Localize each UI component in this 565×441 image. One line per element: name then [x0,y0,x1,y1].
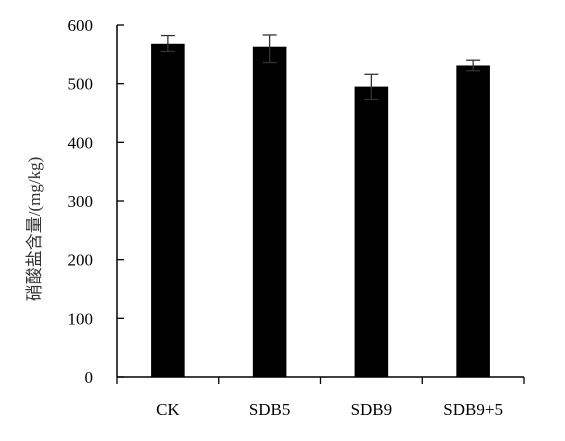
x-tick-label: CK [156,400,180,419]
y-tick-label: 300 [68,192,94,211]
bar-sdb9 [354,86,389,377]
error-bars [160,34,481,101]
error-bar [364,73,379,101]
bar-ck [151,43,185,377]
x-tick-label: SDB9 [351,400,393,419]
y-tick-label: 600 [68,16,94,35]
y-tick-label: 0 [85,368,94,387]
error-bar [262,34,277,64]
y-tick-label: 100 [68,309,94,328]
y-axis-title: 硝酸盐含量/(mg/kg) [25,157,44,302]
bar-sdb9-5 [456,65,490,377]
x-axis: CK SDB5 SDB9 SDB9+5 [116,376,525,419]
error-bar [160,34,175,53]
bar-sdb5 [252,46,287,377]
error-bar [466,59,481,72]
x-tick-label: SDB5 [249,400,291,419]
y-tick-label: 400 [68,133,94,152]
y-axis: 0 100 200 300 400 500 600 [68,16,124,387]
y-tick-label: 200 [68,251,94,270]
x-tick-label: SDB9+5 [443,400,503,419]
bars [151,43,490,377]
y-tick-label: 500 [68,75,94,94]
